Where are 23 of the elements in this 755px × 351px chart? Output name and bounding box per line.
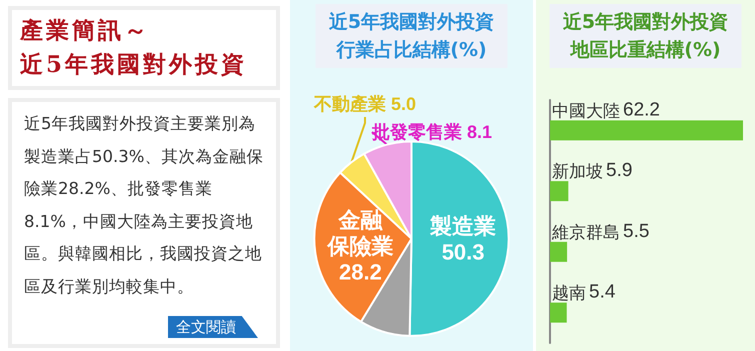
slice-label: 不動產業 5.0 xyxy=(313,94,416,114)
y-tick-label: 維京群島 xyxy=(551,222,620,242)
data-label: 5.5 xyxy=(623,220,650,242)
data-label: 62.2 xyxy=(623,99,660,120)
text: 產業簡訊～ xyxy=(20,16,151,46)
y-tick-label: 中國大陸 xyxy=(552,101,620,120)
slice-label: 製造業 xyxy=(429,214,496,239)
data-label: 5.4 xyxy=(589,282,616,303)
bar xyxy=(550,302,567,323)
text: 近5年我國對外投資主要業別為製造業占50.3%、其次為金融保險業28.2%、批發零售業8.1%，中國大陸為主要投資地區。與韓國相比，我國投資之地區及行業別均較集中。 xyxy=(24,114,264,296)
y-tick-label: 越南 xyxy=(552,284,586,303)
bar xyxy=(550,242,568,262)
bar xyxy=(550,181,568,202)
data-label: 28.2 xyxy=(338,259,382,284)
y-tick-label: 新加坡 xyxy=(552,162,603,182)
data-label: 5.9 xyxy=(606,160,632,182)
slice-label: 金融保險業 xyxy=(326,207,394,258)
chart-title: 近5年我國對外投資行業占比結構(%) xyxy=(328,11,494,61)
text: 全文閱讀 xyxy=(168,316,258,338)
bar xyxy=(550,120,743,140)
data-label: 50.3 xyxy=(442,240,485,265)
chart-title: 近5年我國對外投資地區比重結構(%) xyxy=(562,11,728,61)
text: 近5年我國對外投資 xyxy=(20,50,248,80)
